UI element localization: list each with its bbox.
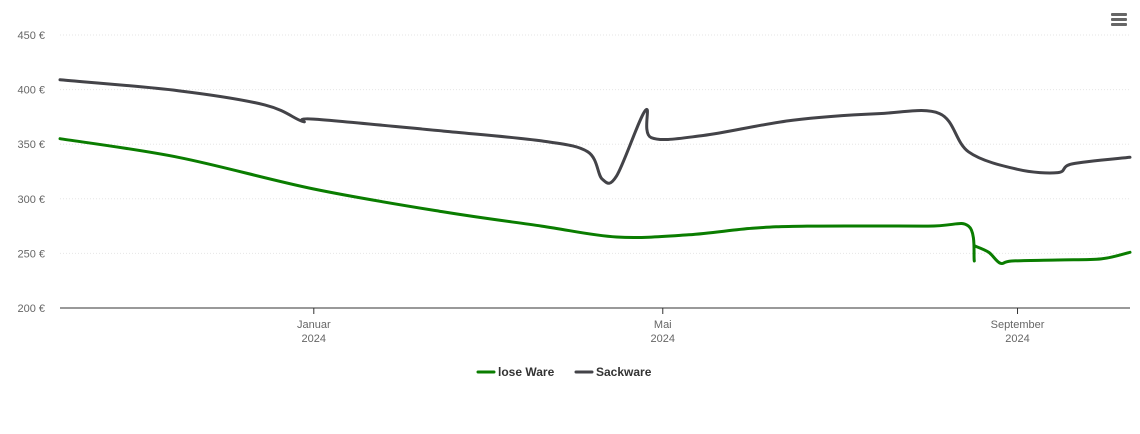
series-line-lose-ware[interactable] [972,244,1132,266]
y-tick-label: 400 € [17,85,45,97]
x-tick-label: Januar [297,319,331,331]
legend-item-lose-ware[interactable]: lose Ware [476,365,555,379]
legend-label: Sackware [596,365,652,379]
y-tick-label: 300 € [17,194,45,206]
series-group [58,78,1132,266]
y-tick-label: 450 € [17,30,45,42]
legend-label: lose Ware [498,365,555,379]
series-line-lose-ware[interactable] [58,137,976,263]
menu-bar [1111,18,1127,21]
x-tick-year-label: 2024 [302,333,326,345]
gridlines [60,34,1130,254]
x-tick-year-label: 2024 [1005,333,1029,345]
legend-item-sackware[interactable]: Sackware [574,365,652,379]
legend[interactable]: lose Ware Sackware [476,365,652,379]
menu-bar [1111,23,1127,26]
x-tick-year-label: 2024 [651,333,675,345]
y-axis: 200 € 250 € 300 € 350 € 400 € 450 € [17,30,45,315]
x-tick-label: Mai [654,319,672,331]
x-axis: Januar 2024 Mai 2024 September 2024 [60,307,1130,345]
y-tick-label: 350 € [17,139,45,151]
y-tick-label: 200 € [17,303,45,315]
y-tick-label: 250 € [17,248,45,260]
hamburger-menu-icon[interactable] [1110,12,1128,30]
x-tick-label: September [991,319,1045,331]
menu-bar [1111,13,1127,16]
series-line-sackware[interactable] [58,78,1132,185]
